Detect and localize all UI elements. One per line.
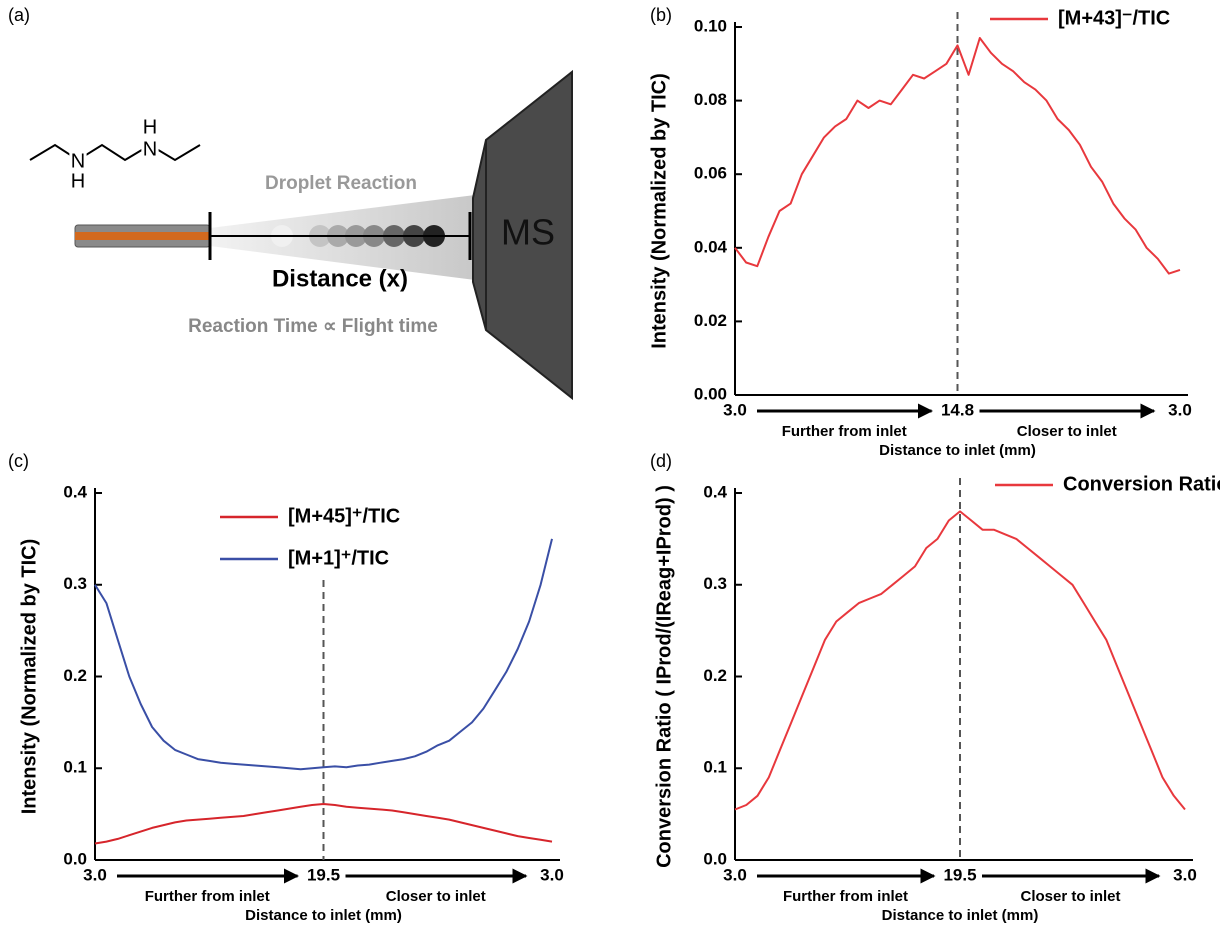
x-tick-label: 3.0: [1168, 400, 1192, 419]
y-tick-label: 0.00: [694, 384, 727, 403]
x-tick-label: 3.0: [723, 400, 747, 419]
x-axis-title: Distance to inlet (mm): [879, 442, 1036, 459]
panel-label: (d): [650, 451, 672, 471]
atom: N: [71, 150, 85, 172]
atom: N: [143, 138, 157, 160]
atom: H: [143, 116, 157, 138]
schematic: (a) H N N H MS Droplet Reaction Distance…: [8, 5, 573, 401]
x-axis-title: Distance to inlet (mm): [882, 907, 1039, 924]
detector-label: MS: [501, 212, 555, 253]
y-tick-label: 0.3: [63, 574, 87, 593]
atom: H: [71, 170, 85, 192]
data-line: [734, 37, 1181, 275]
y-tick-label: 0.1: [63, 758, 87, 777]
data-line: [94, 803, 553, 845]
y-tick-label: 0.0: [63, 849, 87, 868]
y-axis-title: Intensity (Normalized by TIC): [648, 73, 670, 349]
y-tick-label: 0.02: [694, 311, 727, 330]
x-tick-label: 3.0: [1173, 865, 1197, 884]
data-line: [94, 538, 553, 771]
legend-label: [M+43]⁻/TIC: [1058, 7, 1170, 29]
direction-note: Closer to inlet: [1020, 888, 1120, 905]
data-line: [734, 510, 1186, 811]
y-axis-title: Intensity (Normalized by TIC): [18, 539, 40, 815]
y-tick-label: 0.04: [694, 237, 728, 256]
x-tick-label: 19.5: [943, 865, 976, 884]
x-tick-label: 14.8: [941, 400, 974, 419]
y-tick-label: 0.1: [703, 758, 727, 777]
x-tick-label: 3.0: [723, 865, 747, 884]
y-tick-label: 0.3: [703, 574, 727, 593]
panel-label: (a): [8, 5, 30, 25]
x-tick-label: 19.5: [307, 865, 340, 884]
x-tick-label: 3.0: [540, 865, 564, 884]
legend-label: [M+1]⁺/TIC: [288, 547, 389, 569]
legend-label: [M+45]⁺/TIC: [288, 505, 400, 527]
droplet-label: Droplet Reaction: [265, 173, 417, 194]
legend-label: Conversion Ratio: [1063, 473, 1220, 495]
capillary-core: [75, 232, 210, 240]
panel-label: (b): [650, 5, 672, 25]
y-tick-label: 0.10: [694, 16, 727, 35]
y-tick-label: 0.08: [694, 90, 727, 109]
distance-label: Distance (x): [272, 265, 408, 292]
direction-note: Closer to inlet: [386, 888, 486, 905]
direction-note: Closer to inlet: [1017, 423, 1117, 440]
x-axis-title: Distance to inlet (mm): [245, 907, 402, 924]
direction-note: Further from inlet: [783, 888, 908, 905]
y-axis-title: Conversion Ratio ( IProd/(IReag+IProd) ): [653, 485, 675, 868]
y-tick-label: 0.0: [703, 849, 727, 868]
time-label: Reaction Time ∝ Flight time: [188, 316, 438, 337]
y-tick-label: 0.06: [694, 164, 727, 183]
panel-label: (c): [8, 451, 29, 471]
direction-note: Further from inlet: [145, 888, 270, 905]
direction-note: Further from inlet: [782, 423, 907, 440]
molecule: [29, 143, 201, 162]
y-tick-label: 0.4: [703, 482, 727, 501]
y-tick-label: 0.2: [63, 666, 87, 685]
y-tick-label: 0.2: [703, 666, 727, 685]
x-tick-label: 3.0: [83, 865, 107, 884]
y-tick-label: 0.4: [63, 482, 87, 501]
